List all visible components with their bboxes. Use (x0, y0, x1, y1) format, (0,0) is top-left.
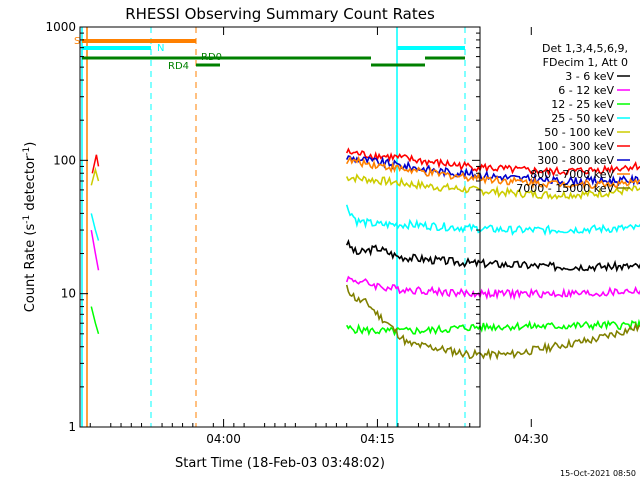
legend-entry-label: 50 - 100 keV (544, 126, 614, 139)
legend-entry-label: 3 - 6 keV (565, 70, 614, 83)
series-line (345, 204, 640, 237)
legend-entry-label: 6 - 12 keV (558, 84, 614, 97)
y-axis-label-mid: detector (23, 155, 38, 215)
y-axis-label-sup2: -1 (22, 147, 32, 156)
early-spike-line (90, 166, 100, 186)
legend-entry-label: 7000 - 15000 keV (516, 182, 614, 195)
rd4-flag-label: RD4 (168, 61, 189, 72)
series-line (345, 318, 640, 337)
series-line (345, 173, 640, 201)
chart-title: RHESSI Observing Summary Count Rates (125, 5, 435, 23)
legend-entry-label: 100 - 300 keV (537, 140, 614, 153)
series-line (345, 155, 640, 192)
x-tick-label: 04:30 (514, 432, 549, 446)
y-axis: 1 10 100 1000 (45, 20, 480, 434)
early-spike-line (91, 154, 100, 174)
series-line (345, 275, 640, 301)
x-tick-label: 04:00 (206, 432, 241, 446)
legend-entry-label: 25 - 50 keV (551, 112, 614, 125)
y-axis-label: Count Rate (s-1 detector-1) (22, 142, 38, 313)
y-tick-label: 1 (68, 420, 76, 434)
early-spike-line (90, 229, 100, 271)
legend-header-detectors: Det 1,3,4,5,6,9, (542, 42, 628, 55)
legend-entry-label: 800 - 7000 keV (530, 168, 614, 181)
y-axis-label-main: Count Rate (s (23, 224, 38, 313)
saa-flag-label: S (74, 36, 80, 47)
legend-entry-label: 12 - 25 keV (551, 98, 614, 111)
night-flag-label: N (157, 43, 164, 54)
legend-entry-label: 300 - 800 keV (537, 154, 614, 167)
footer-timestamp: 15-Oct-2021 08:50 (560, 469, 636, 478)
y-axis-label-sup: -1 (22, 215, 32, 224)
early-spike-line (90, 306, 100, 335)
early-spike-line (90, 213, 100, 241)
y-tick-label: 1000 (45, 20, 76, 34)
x-axis-label: Start Time (18-Feb-03 03:48:02) (175, 456, 385, 471)
series-line (345, 238, 640, 273)
series-layer (90, 147, 640, 361)
y-tick-label: 10 (61, 287, 76, 301)
series-line (345, 284, 640, 361)
y-tick-label: 100 (53, 153, 76, 167)
legend: Det 1,3,4,5,6,9, FDecim 1, Att 0 3 - 6 k… (516, 42, 630, 195)
legend-header-decimation: FDecim 1, Att 0 (543, 56, 628, 69)
rd0-flag-label: RD0 (201, 52, 222, 63)
x-tick-label: 04:15 (360, 432, 395, 446)
series-line (345, 147, 640, 177)
plot-frame (79, 26, 481, 428)
y-axis-label-end: ) (23, 142, 38, 147)
